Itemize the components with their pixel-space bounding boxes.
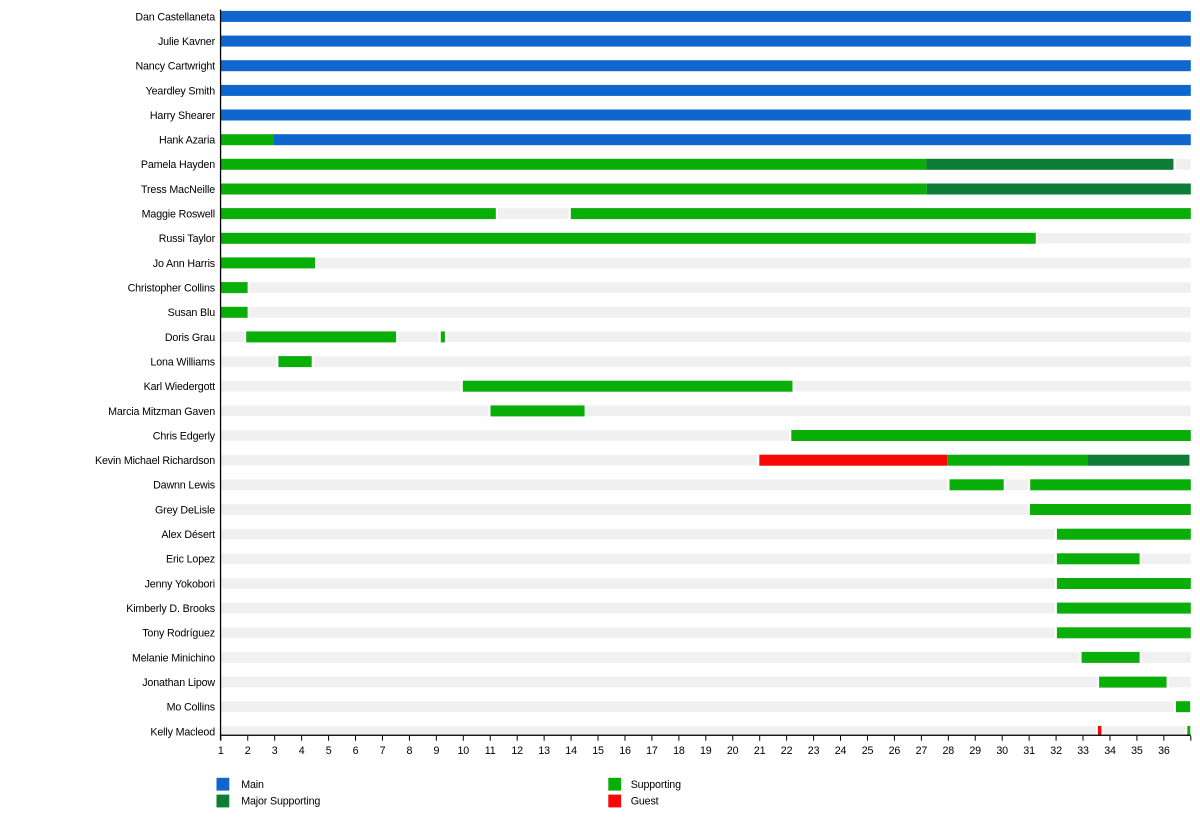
svg-text:Supporting: Supporting (631, 779, 681, 791)
svg-text:Kevin Michael Richardson: Kevin Michael Richardson (95, 455, 215, 467)
svg-text:1: 1 (218, 745, 224, 757)
svg-text:Lona Williams: Lona Williams (150, 357, 215, 369)
svg-text:Harry Shearer: Harry Shearer (150, 110, 216, 122)
svg-text:13: 13 (538, 745, 550, 757)
svg-text:7: 7 (380, 745, 386, 757)
svg-text:Guest: Guest (631, 796, 659, 808)
svg-text:Christopher Collins: Christopher Collins (128, 283, 215, 295)
svg-text:4: 4 (299, 745, 305, 757)
svg-text:Eric Lopez: Eric Lopez (166, 554, 215, 566)
svg-text:21: 21 (754, 745, 766, 757)
svg-text:Kimberly D. Brooks: Kimberly D. Brooks (126, 603, 215, 615)
svg-text:18: 18 (673, 745, 685, 757)
svg-text:Jenny Yokobori: Jenny Yokobori (145, 578, 215, 590)
svg-text:8: 8 (407, 745, 413, 757)
svg-text:Yeardley Smith: Yeardley Smith (146, 85, 216, 97)
svg-text:27: 27 (916, 745, 928, 757)
svg-text:28: 28 (943, 745, 955, 757)
svg-text:15: 15 (592, 745, 604, 757)
svg-text:20: 20 (727, 745, 739, 757)
svg-text:Maggie Roswell: Maggie Roswell (142, 209, 215, 221)
svg-text:36: 36 (1158, 745, 1170, 757)
svg-text:Nancy Cartwright: Nancy Cartwright (135, 61, 215, 73)
svg-text:Russi Taylor: Russi Taylor (159, 233, 216, 245)
svg-text:9: 9 (434, 745, 440, 757)
svg-text:29: 29 (969, 745, 981, 757)
svg-text:25: 25 (862, 745, 874, 757)
svg-text:Dan Castellaneta: Dan Castellaneta (135, 11, 215, 23)
svg-text:6: 6 (353, 745, 359, 757)
svg-text:24: 24 (835, 745, 847, 757)
svg-text:33: 33 (1077, 745, 1089, 757)
svg-text:10: 10 (458, 745, 470, 757)
svg-text:17: 17 (646, 745, 658, 757)
svg-text:Grey DeLisle: Grey DeLisle (155, 504, 215, 516)
svg-text:Marcia Mitzman Gaven: Marcia Mitzman Gaven (108, 406, 215, 418)
svg-text:Hank Azaria: Hank Azaria (159, 135, 215, 147)
svg-text:2: 2 (245, 745, 251, 757)
svg-text:Jonathan Lipow: Jonathan Lipow (142, 677, 215, 689)
svg-text:Mo Collins: Mo Collins (167, 702, 215, 714)
svg-text:35: 35 (1131, 745, 1143, 757)
svg-text:22: 22 (781, 745, 793, 757)
svg-text:Main: Main (241, 779, 264, 791)
svg-text:Tress MacNeille: Tress MacNeille (141, 184, 215, 196)
svg-text:Pamela Hayden: Pamela Hayden (141, 159, 215, 171)
svg-text:Karl Wiedergott: Karl Wiedergott (144, 381, 216, 393)
svg-text:11: 11 (485, 745, 496, 757)
svg-text:14: 14 (565, 745, 577, 757)
svg-text:Jo Ann Harris: Jo Ann Harris (153, 258, 215, 270)
svg-text:31: 31 (1023, 745, 1035, 757)
svg-text:34: 34 (1104, 745, 1116, 757)
svg-text:12: 12 (511, 745, 523, 757)
svg-text:5: 5 (326, 745, 332, 757)
svg-text:3: 3 (272, 745, 278, 757)
svg-text:Dawnn Lewis: Dawnn Lewis (153, 480, 215, 492)
svg-text:26: 26 (889, 745, 901, 757)
svg-text:32: 32 (1050, 745, 1062, 757)
svg-text:23: 23 (808, 745, 820, 757)
svg-text:Tony Rodríguez: Tony Rodríguez (142, 628, 215, 640)
svg-text:Julie Kavner: Julie Kavner (158, 36, 216, 48)
svg-text:Major Supporting: Major Supporting (241, 796, 320, 808)
svg-text:Doris Grau: Doris Grau (165, 332, 215, 344)
svg-text:Melanie Minichino: Melanie Minichino (132, 652, 215, 664)
svg-text:Alex Désert: Alex Désert (161, 529, 215, 541)
svg-text:30: 30 (996, 745, 1008, 757)
svg-text:16: 16 (619, 745, 631, 757)
svg-text:Kelly Macleod: Kelly Macleod (150, 726, 215, 738)
svg-text:Susan Blu: Susan Blu (168, 307, 216, 319)
svg-text:19: 19 (700, 745, 712, 757)
svg-text:Chris Edgerly: Chris Edgerly (153, 430, 216, 442)
